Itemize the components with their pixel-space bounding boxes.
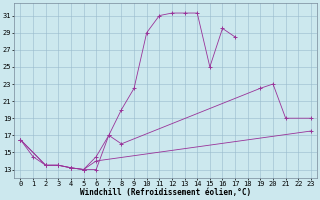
X-axis label: Windchill (Refroidissement éolien,°C): Windchill (Refroidissement éolien,°C) bbox=[80, 188, 251, 197]
